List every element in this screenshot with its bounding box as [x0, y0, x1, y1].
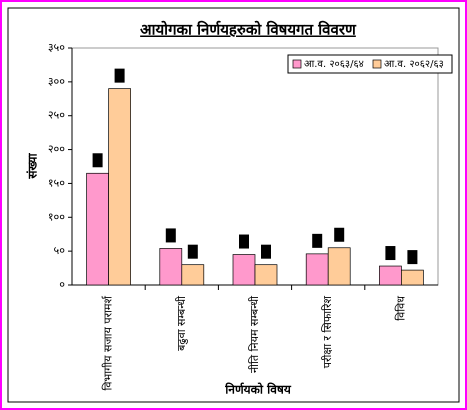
plot-area: [71, 47, 439, 286]
data-label-box: [187, 244, 198, 259]
data-label-box: [239, 234, 249, 249]
bar: [181, 264, 205, 286]
bar: [86, 172, 109, 286]
data-label-box: [114, 68, 125, 83]
legend-swatch: [292, 59, 302, 69]
data-label-box: [312, 233, 323, 248]
bar: [108, 88, 131, 286]
x-tick-label: परीक्षा र सिफारिश: [321, 295, 334, 368]
y-tick-label: ३००: [48, 75, 65, 88]
y-tick-label: ३५०: [48, 41, 65, 54]
bar: [379, 265, 402, 286]
y-tick-label: ०: [59, 278, 65, 291]
x-tick-label: विभागीय सजाय परामर्श: [102, 295, 115, 390]
data-label-box: [165, 228, 176, 243]
bar: [232, 254, 256, 286]
data-label-box: [92, 153, 103, 168]
x-tick-label: बढुवा सम्बन्धी: [175, 296, 188, 351]
legend-swatch: [372, 59, 382, 69]
x-tick-label: नीति नियम सम्बन्धी: [248, 296, 261, 373]
x-axis-title: निर्णयको विषय: [224, 383, 292, 397]
y-tick-label: ५०: [54, 244, 66, 257]
data-label-box: [385, 246, 396, 261]
y-tick-label: १००: [48, 210, 65, 223]
legend-label: आ.व. २०६३/६४: [304, 59, 364, 70]
y-tick-label: १५०: [48, 176, 65, 189]
bar: [327, 247, 351, 286]
bar: [401, 269, 424, 286]
x-tick-label: विविध: [394, 296, 407, 321]
bar: [159, 248, 183, 286]
y-axis-title: संख्या: [26, 153, 40, 180]
y-tick-label: २००: [48, 143, 65, 156]
chart-title: आयोगका निर्णयहरुको विषयगत विवरण: [140, 21, 357, 39]
y-tick-label: २५०: [48, 109, 65, 122]
data-label-box: [334, 227, 345, 242]
bar: [305, 253, 329, 286]
legend-box: [287, 54, 453, 74]
legend-label: आ.व. २०६२/६३: [384, 59, 444, 70]
data-label-box: [407, 250, 418, 265]
data-label-box: [261, 244, 271, 259]
bar: [254, 264, 278, 286]
